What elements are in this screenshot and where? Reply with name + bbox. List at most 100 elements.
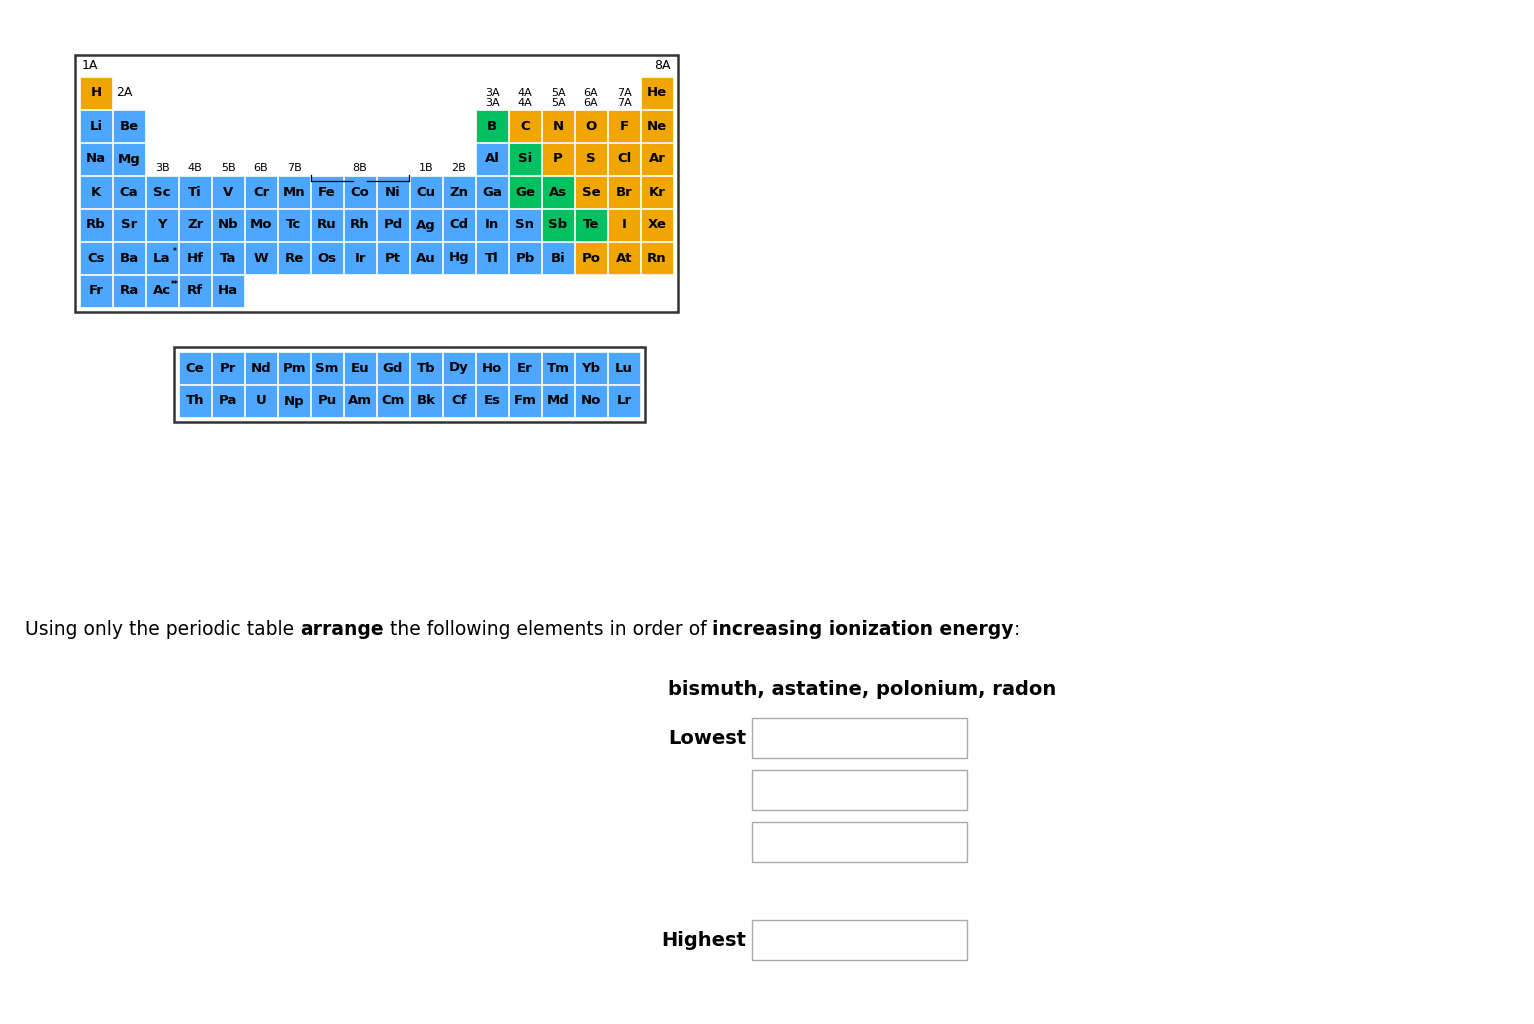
Text: Fm: Fm bbox=[514, 394, 537, 408]
Text: Al: Al bbox=[485, 153, 500, 166]
Bar bbox=[443, 242, 476, 274]
Bar bbox=[641, 209, 673, 241]
Bar bbox=[410, 176, 442, 208]
Bar bbox=[542, 143, 574, 175]
Text: Er: Er bbox=[517, 361, 532, 375]
Text: 6B: 6B bbox=[253, 163, 268, 173]
Text: Au: Au bbox=[416, 252, 436, 264]
Text: Dy: Dy bbox=[449, 361, 469, 375]
Text: 5A: 5A bbox=[551, 88, 566, 98]
Bar bbox=[80, 242, 112, 274]
Bar bbox=[212, 176, 244, 208]
Bar bbox=[179, 385, 212, 417]
Text: Bk: Bk bbox=[417, 394, 436, 408]
Bar bbox=[410, 352, 442, 384]
Text: 4A: 4A bbox=[517, 98, 532, 108]
Text: Pr: Pr bbox=[219, 361, 236, 375]
Bar bbox=[377, 352, 410, 384]
Text: Ra: Ra bbox=[120, 285, 138, 298]
Bar bbox=[114, 143, 146, 175]
Text: As: As bbox=[549, 185, 568, 199]
Bar bbox=[311, 242, 344, 274]
Text: 8A: 8A bbox=[655, 59, 670, 72]
Text: arrange: arrange bbox=[301, 620, 384, 639]
Text: 8B: 8B bbox=[353, 163, 367, 173]
Bar bbox=[509, 110, 542, 142]
Bar bbox=[114, 209, 146, 241]
Bar bbox=[212, 385, 244, 417]
Bar bbox=[146, 275, 178, 307]
Bar bbox=[607, 209, 640, 241]
Text: Ce: Ce bbox=[186, 361, 204, 375]
Bar bbox=[542, 242, 574, 274]
Text: Ar: Ar bbox=[649, 153, 666, 166]
Text: 2B: 2B bbox=[451, 163, 466, 173]
Text: 5A: 5A bbox=[551, 98, 566, 108]
Bar bbox=[245, 176, 278, 208]
Bar bbox=[575, 176, 607, 208]
Bar bbox=[476, 143, 508, 175]
Text: Br: Br bbox=[615, 185, 632, 199]
Text: Te: Te bbox=[583, 218, 600, 231]
Bar bbox=[377, 176, 410, 208]
Bar bbox=[641, 110, 673, 142]
Text: Cs: Cs bbox=[87, 252, 104, 264]
Bar bbox=[278, 385, 310, 417]
Text: Cm: Cm bbox=[382, 394, 405, 408]
Text: Ca: Ca bbox=[120, 185, 138, 199]
Text: Ga: Ga bbox=[482, 185, 502, 199]
Text: No: No bbox=[581, 394, 601, 408]
Text: Os: Os bbox=[318, 252, 336, 264]
Text: Pu: Pu bbox=[318, 394, 336, 408]
Text: Li: Li bbox=[89, 120, 103, 132]
Text: Gd: Gd bbox=[384, 361, 403, 375]
Bar bbox=[476, 209, 508, 241]
Bar bbox=[114, 275, 146, 307]
Bar bbox=[278, 176, 310, 208]
Text: *: * bbox=[173, 247, 176, 256]
Text: Md: Md bbox=[546, 394, 569, 408]
Text: 5B: 5B bbox=[221, 163, 235, 173]
Bar bbox=[476, 352, 508, 384]
Text: F: F bbox=[620, 120, 629, 132]
Bar bbox=[641, 77, 673, 109]
Text: Be: Be bbox=[120, 120, 138, 132]
Text: Bi: Bi bbox=[551, 252, 566, 264]
Bar bbox=[607, 110, 640, 142]
Text: Co: Co bbox=[351, 185, 370, 199]
Text: Rn: Rn bbox=[647, 252, 667, 264]
Bar bbox=[80, 77, 112, 109]
Text: Tm: Tm bbox=[546, 361, 569, 375]
Text: 3A: 3A bbox=[485, 88, 499, 98]
Bar bbox=[146, 209, 178, 241]
Bar bbox=[542, 176, 574, 208]
Text: S: S bbox=[586, 153, 595, 166]
Bar bbox=[173, 347, 644, 422]
Bar bbox=[179, 176, 212, 208]
Bar bbox=[75, 55, 678, 312]
Text: Lr: Lr bbox=[617, 394, 632, 408]
Text: the following elements in order of: the following elements in order of bbox=[384, 620, 712, 639]
Text: 3B: 3B bbox=[155, 163, 169, 173]
Text: K: K bbox=[91, 185, 101, 199]
Bar bbox=[509, 209, 542, 241]
Bar bbox=[344, 385, 376, 417]
Text: Sc: Sc bbox=[153, 185, 170, 199]
Bar bbox=[344, 242, 376, 274]
Text: Rh: Rh bbox=[350, 218, 370, 231]
Bar bbox=[212, 242, 244, 274]
Bar bbox=[146, 176, 178, 208]
Text: Ho: Ho bbox=[482, 361, 502, 375]
Text: 3A: 3A bbox=[485, 98, 499, 108]
Bar bbox=[245, 242, 278, 274]
Bar bbox=[752, 920, 966, 961]
Bar bbox=[114, 110, 146, 142]
Bar bbox=[476, 176, 508, 208]
Bar bbox=[179, 352, 212, 384]
Text: :: : bbox=[1014, 620, 1020, 639]
Bar bbox=[607, 143, 640, 175]
Bar bbox=[575, 242, 607, 274]
Bar bbox=[542, 352, 574, 384]
Text: Ge: Ge bbox=[515, 185, 535, 199]
Bar bbox=[443, 209, 476, 241]
